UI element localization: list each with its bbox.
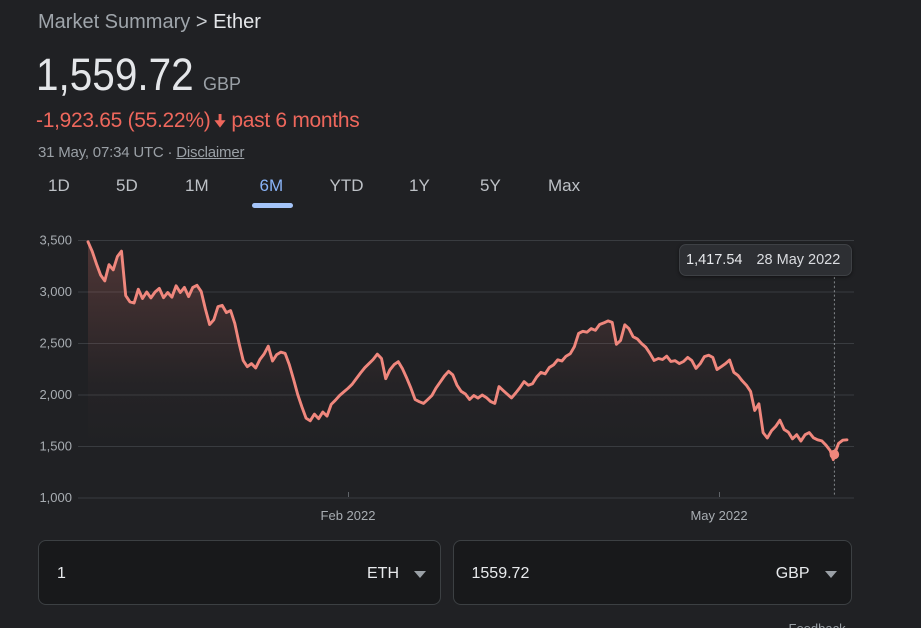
svg-text:May 2022: May 2022	[690, 508, 747, 523]
svg-text:1,000: 1,000	[39, 490, 72, 505]
svg-text:2,500: 2,500	[39, 336, 72, 351]
svg-text:1,500: 1,500	[39, 439, 72, 454]
svg-text:3,500: 3,500	[39, 233, 72, 248]
svg-text:3,000: 3,000	[39, 284, 72, 299]
svg-text:Feb 2022: Feb 2022	[321, 508, 376, 523]
svg-text:2,000: 2,000	[39, 387, 72, 402]
